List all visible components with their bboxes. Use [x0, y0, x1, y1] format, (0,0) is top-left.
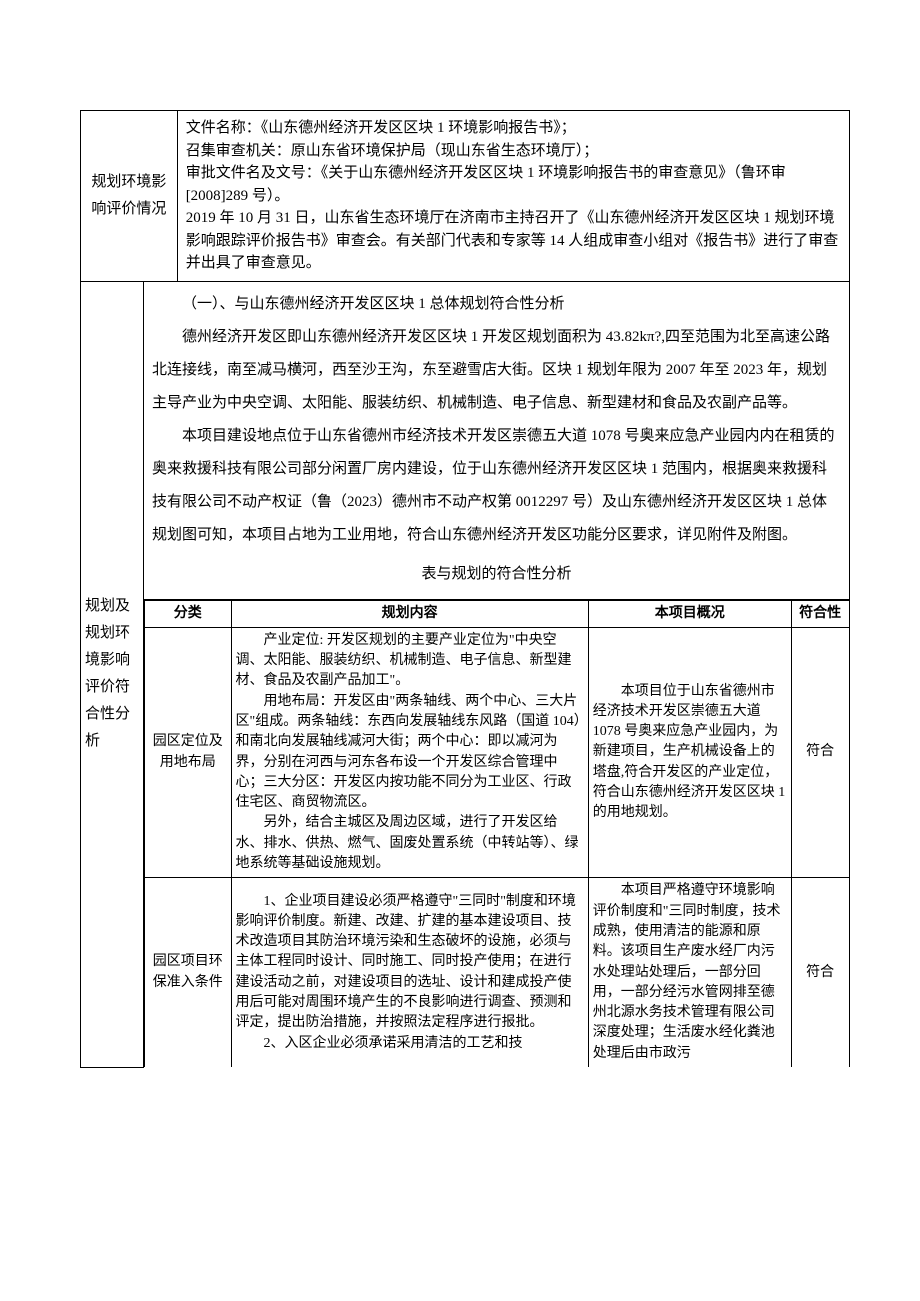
row0-proj-text: 本项目位于山东省德州市经济技术开发区崇德五大道 1078 号奥来应急产业园内，为…	[593, 682, 787, 824]
section2-subtitle: （一）、与山东德州经济开发区区块 1 总体规划符合性分析	[152, 288, 841, 321]
row1-plan-p2: 2、入区企业必须承诺采用清洁的工艺和技	[236, 1034, 584, 1054]
section1-header: 规划环境影响评价情况	[81, 111, 178, 282]
conformity-table: 分类 规划内容 本项目概况 符合性 园区定位及用地布局 产业定位: 开发区规划的…	[144, 600, 850, 1068]
row1-plan: 1、企业项目建设必须严格遵守"三同时"制度和环境影响评价制度。新建、改建、扩建的…	[231, 878, 588, 1067]
table-row: 园区项目环保准入条件 1、企业项目建设必须严格遵守"三同时"制度和环境影响评价制…	[145, 878, 850, 1067]
row0-conformity: 符合	[791, 627, 849, 878]
section1-content: 文件名称：《山东德州经济开发区区块 1 环境影响报告书》； 召集审查机关：原山东…	[177, 111, 849, 282]
row1-conformity: 符合	[791, 878, 849, 1067]
section2-para2: 本项目建设地点位于山东省德州市经济技术开发区崇德五大道 1078 号奥来应急产业…	[152, 420, 841, 552]
section2-header: 规划及规划环境影响评价符合性分析	[81, 281, 144, 1067]
col-conformity: 符合性	[791, 600, 849, 627]
row0-plan-p1: 产业定位: 开发区规划的主要产业定位为"中央空调、太阳能、服装纺织、机械制造、电…	[236, 631, 584, 692]
col-project-status: 本项目概况	[588, 600, 791, 627]
table-header-row: 分类 规划内容 本项目概况 符合性	[145, 600, 850, 627]
row1-plan-p1: 1、企业项目建设必须严格遵守"三同时"制度和环境影响评价制度。新建、改建、扩建的…	[236, 892, 584, 1034]
col-plan-content: 规划内容	[231, 600, 588, 627]
section2-body: （一）、与山东德州经济开发区区块 1 总体规划符合性分析 德州经济开发区即山东德…	[144, 281, 850, 599]
conformity-table-cell: 分类 规划内容 本项目概况 符合性 园区定位及用地布局 产业定位: 开发区规划的…	[144, 599, 850, 1067]
row0-plan-p2: 用地布局：开发区由"两条轴线、两个中心、三大片区"组成。两条轴线：东西向发展轴线…	[236, 692, 584, 814]
conformity-table-caption: 表与规划的符合性分析	[152, 558, 841, 591]
row0-project: 本项目位于山东省德州市经济技术开发区崇德五大道 1078 号奥来应急产业园内，为…	[588, 627, 791, 878]
row0-category: 园区定位及用地布局	[145, 627, 232, 878]
document-table: 规划环境影响评价情况 文件名称：《山东德州经济开发区区块 1 环境影响报告书》；…	[80, 110, 850, 1068]
row0-plan-p3: 另外，结合主城区及周边区域，进行了开发区给水、排水、供热、燃气、固废处置系统（中…	[236, 813, 584, 874]
row0-plan: 产业定位: 开发区规划的主要产业定位为"中央空调、太阳能、服装纺织、机械制造、电…	[231, 627, 588, 878]
row1-category: 园区项目环保准入条件	[145, 878, 232, 1067]
table-row: 园区定位及用地布局 产业定位: 开发区规划的主要产业定位为"中央空调、太阳能、服…	[145, 627, 850, 878]
section2-para1: 德州经济开发区即山东德州经济开发区区块 1 开发区规划面积为 43.82kπ?,…	[152, 321, 841, 420]
col-category: 分类	[145, 600, 232, 627]
row1-project: 本项目严格遵守环境影响评价制度和"三同时制度，技术成熟，使用清洁的能源和原料。该…	[588, 878, 791, 1067]
row1-proj-text: 本项目严格遵守环境影响评价制度和"三同时制度，技术成熟，使用清洁的能源和原料。该…	[593, 881, 787, 1064]
